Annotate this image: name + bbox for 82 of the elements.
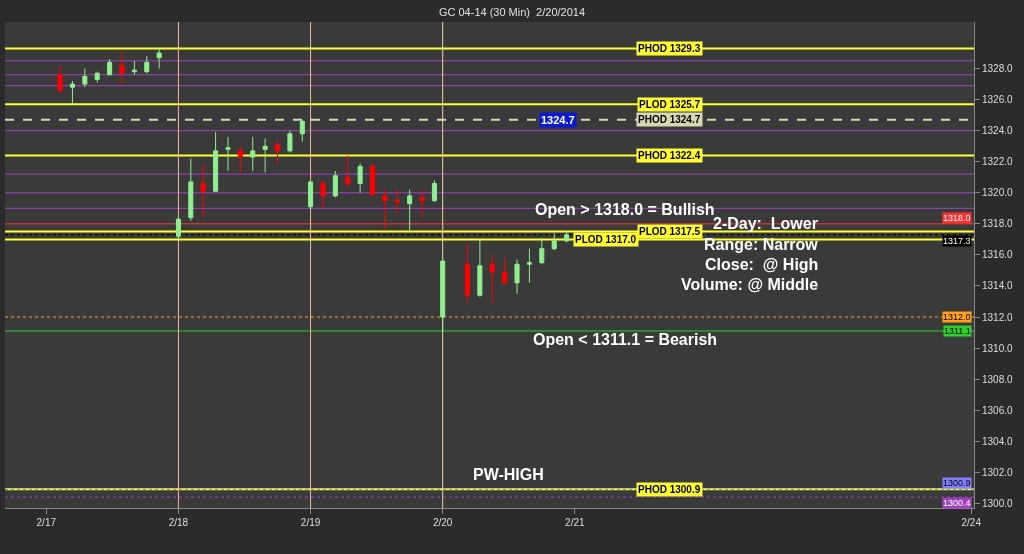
candlestick <box>225 136 231 172</box>
candlestick <box>320 179 326 209</box>
ref-line-label: 1300.9 <box>943 478 971 488</box>
y-tick-label: 1300.0 <box>982 497 1014 509</box>
candlestick <box>419 189 425 219</box>
candlestick <box>213 131 219 192</box>
candlestick <box>107 58 113 76</box>
x-tick-label: 2/20 <box>432 517 453 528</box>
y-tick-label: 1310.0 <box>982 342 1014 354</box>
annotation: PW-HIGH <box>473 466 544 483</box>
x-tick-label: 2/19 <box>300 517 321 528</box>
candlestick <box>287 130 293 153</box>
candlestick <box>564 231 570 243</box>
y-tick-label: 1312.0 <box>982 311 1014 323</box>
candlestick <box>94 71 100 84</box>
y-tick-label: 1304.0 <box>982 435 1014 447</box>
ref-line-label: PLOD 1317.0 <box>575 234 637 245</box>
ref-line-label: PLOD 1325.7 <box>639 99 701 110</box>
ref-line-label: PHOD 1322.4 <box>638 150 701 161</box>
candlestick <box>188 158 194 222</box>
annotation: Volume: @ Middle <box>681 276 819 293</box>
x-tick-label: 2/18 <box>168 517 189 528</box>
candlestick <box>394 189 400 214</box>
candlestick <box>275 139 281 164</box>
y-tick-label: 1322.0 <box>982 156 1014 168</box>
candlestick <box>440 259 446 332</box>
candlestick <box>200 164 206 219</box>
candlestick <box>262 137 268 174</box>
y-tick-label: 1328.0 <box>982 63 1014 75</box>
candlestick <box>407 189 413 233</box>
y-tick-label: 1308.0 <box>982 373 1014 385</box>
candlestick <box>299 119 305 143</box>
candlestick <box>144 55 150 74</box>
chart-title: GC 04-14 (30 Min) 2/20/2014 <box>438 6 586 19</box>
candlestick <box>551 232 557 251</box>
ref-line-label: PHOD 1329.3 <box>638 43 701 54</box>
ref-line-label: PHOD 1324.7 <box>638 114 701 125</box>
x-tick-label: 2/24 <box>961 517 982 528</box>
candlestick <box>156 47 162 70</box>
y-tick-label: 1324.0 <box>982 125 1014 137</box>
candlestick <box>250 136 256 172</box>
candlestick <box>82 68 88 88</box>
candlestick <box>131 60 137 76</box>
y-tick-label: 1318.0 <box>982 218 1014 230</box>
ref-line-label: PHOD 1300.9 <box>638 484 701 495</box>
candlestick <box>237 145 243 174</box>
candlestick <box>369 162 376 198</box>
candlestick <box>345 155 351 189</box>
candlestick <box>332 170 338 198</box>
candlestick <box>175 217 181 240</box>
annotation: Range: Narrow <box>704 236 819 253</box>
candlestick <box>119 51 125 85</box>
y-tick-label: 1302.0 <box>982 466 1014 478</box>
y-tick-label: 1306.0 <box>982 404 1014 416</box>
ref-line-label: 1311.1 <box>944 326 971 336</box>
candlestick <box>357 162 363 194</box>
candlestick <box>431 179 437 203</box>
candlestick <box>308 179 314 211</box>
x-tick-label: 2/17 <box>36 517 57 528</box>
ref-line-label: 1300.4 <box>943 498 971 508</box>
candlestick <box>502 257 508 285</box>
candlestick <box>514 259 520 295</box>
annotation: Close: @ High <box>705 256 819 273</box>
candlestick <box>489 254 495 304</box>
candlestick <box>539 237 545 265</box>
y-tick-label: 1326.0 <box>982 94 1014 106</box>
annotation: 1324.7 <box>541 114 575 126</box>
candlestick <box>477 238 483 298</box>
ref-line-label: 1312.0 <box>943 312 971 322</box>
y-tick-label: 1316.0 <box>982 249 1014 261</box>
candlestick <box>69 80 75 105</box>
ref-line-label: PLOD 1317.5 <box>639 226 701 237</box>
ref-line-label: 1318.0 <box>943 213 971 223</box>
candlestick <box>526 248 532 284</box>
y-tick-label: 1320.0 <box>982 187 1014 199</box>
candlestick <box>382 189 388 231</box>
ref-line-label: 1317.3 <box>943 236 971 246</box>
y-tick-label: 1314.0 <box>982 280 1014 292</box>
candlestick <box>464 243 470 304</box>
candlestick <box>57 64 63 94</box>
annotation: Open < 1311.1 = Bearish <box>533 331 718 348</box>
x-tick-label: 2/21 <box>565 517 586 528</box>
